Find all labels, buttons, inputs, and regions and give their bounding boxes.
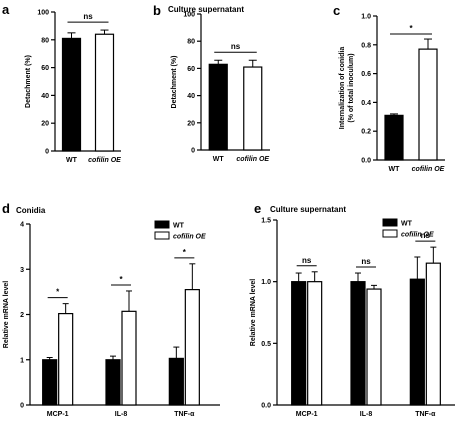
panel-letter-d: d — [2, 201, 10, 216]
y-axis-label: (% of total inoculum) — [348, 53, 355, 122]
category-label: IL-8 — [360, 411, 373, 418]
category-label: WT — [213, 156, 225, 163]
significance-label: ns — [231, 42, 241, 51]
y-tick-label: 1.0 — [261, 279, 271, 286]
panel-c: c 0.0 0.2 0.4 0.6 0.8 1.0 Internalization of co… — [333, 3, 445, 173]
panel-title-b: Culture supernatant — [168, 5, 244, 14]
legend-swatch — [382, 218, 398, 227]
y-tick-label: 60 — [187, 66, 195, 73]
bar — [208, 63, 228, 151]
y-tick-label: 0 — [191, 148, 195, 155]
legend-swatch — [154, 231, 170, 240]
y-tick-label: 80 — [187, 39, 195, 46]
category-label: WT — [389, 166, 401, 173]
y-tick-label: 0.5 — [261, 341, 271, 348]
panel-letter-e: e — [254, 201, 261, 216]
significance-label: * — [119, 275, 123, 284]
bar — [243, 66, 263, 151]
significance-label: ns — [361, 257, 371, 266]
y-tick-label: 40 — [187, 93, 195, 100]
bar — [168, 357, 184, 406]
bar — [42, 359, 58, 406]
legend-swatch — [382, 229, 398, 238]
category-label: TNF-α — [415, 411, 436, 418]
category-label: WT — [66, 157, 78, 164]
category-label: MCP-1 — [47, 411, 69, 418]
y-tick-label: 40 — [41, 93, 49, 100]
legend-label: cofilin OE — [401, 232, 434, 239]
y-tick-label: 0.0 — [361, 158, 371, 165]
bar — [425, 262, 441, 406]
y-tick-label: 3 — [20, 267, 24, 274]
bar — [418, 48, 438, 161]
bar — [61, 37, 82, 152]
significance-label: * — [56, 288, 60, 297]
panel-title-d: Conidia — [16, 206, 46, 215]
y-tick-label: 100 — [183, 12, 195, 19]
bar — [409, 278, 425, 406]
y-tick-label: 80 — [41, 37, 49, 44]
y-tick-label: 1 — [20, 357, 24, 364]
y-tick-label: 0 — [45, 149, 49, 156]
panel-b: b Culture supernatant 0 20 40 60 80 100 Detachme… — [153, 3, 270, 163]
legend-label: WT — [401, 221, 413, 228]
y-axis-label: Relative mRNA level — [3, 281, 10, 348]
category-label: cofilin OE — [88, 157, 121, 164]
y-axis-label: Detachment (%) — [25, 55, 32, 108]
y-tick-label: 0 — [20, 403, 24, 410]
legend-label: cofilin OE — [173, 234, 206, 241]
y-tick-label: 20 — [41, 121, 49, 128]
legend-swatch — [154, 220, 170, 229]
bar — [121, 310, 137, 406]
significance-label: ns — [302, 256, 312, 265]
y-tick-label: 60 — [41, 65, 49, 72]
y-tick-label: 0.0 — [261, 403, 271, 410]
significance-label: * — [183, 248, 187, 257]
bar — [350, 281, 366, 406]
bar — [291, 281, 307, 406]
y-tick-label: 4 — [20, 222, 24, 229]
bar — [94, 33, 115, 152]
y-axis-label: Internalization of conidia — [339, 47, 346, 130]
category-label: cofilin OE — [412, 166, 445, 173]
panel-title-e: Culture supernatant — [270, 205, 346, 214]
y-tick-label: 2 — [20, 312, 24, 319]
category-label: IL-8 — [115, 411, 128, 418]
panel-a: a 0 20 40 60 80 100 Detachment (%) WT cofilin OE n… — [2, 2, 121, 164]
bar — [105, 359, 121, 406]
panel-letter-c: c — [333, 3, 340, 18]
panel-e: e Culture supernatant 0.0 0.5 1.0 1.5 Relative… — [250, 201, 455, 418]
category-label: cofilin OE — [236, 156, 269, 163]
y-tick-label: 0.6 — [361, 71, 371, 78]
significance-label: ns — [421, 231, 431, 240]
category-label: MCP-1 — [296, 411, 318, 418]
y-axis-label: Relative mRNA level — [250, 279, 257, 346]
significance-label: * — [409, 24, 413, 33]
bar — [366, 288, 382, 406]
bar — [307, 281, 323, 406]
legend-label: WT — [173, 223, 185, 230]
bar — [384, 114, 404, 161]
panel-letter-b: b — [153, 3, 161, 18]
y-tick-label: 20 — [187, 120, 195, 127]
bar — [58, 312, 74, 406]
y-tick-label: 0.4 — [361, 100, 371, 107]
category-label: TNF-α — [174, 411, 195, 418]
y-tick-label: 100 — [37, 10, 49, 17]
y-tick-label: 0.8 — [361, 42, 371, 49]
y-axis-label: Detachment (%) — [171, 56, 178, 109]
panel-d: d Conidia 0 1 2 3 4 Relative mRNA level MCP-1 * IL… — [2, 201, 220, 418]
significance-label: ns — [83, 12, 93, 21]
panel-letter-a: a — [2, 2, 10, 17]
y-tick-label: 1.0 — [361, 14, 371, 21]
bar — [184, 289, 200, 406]
y-tick-label: 0.2 — [361, 129, 371, 136]
y-tick-label: 1.5 — [261, 218, 271, 225]
